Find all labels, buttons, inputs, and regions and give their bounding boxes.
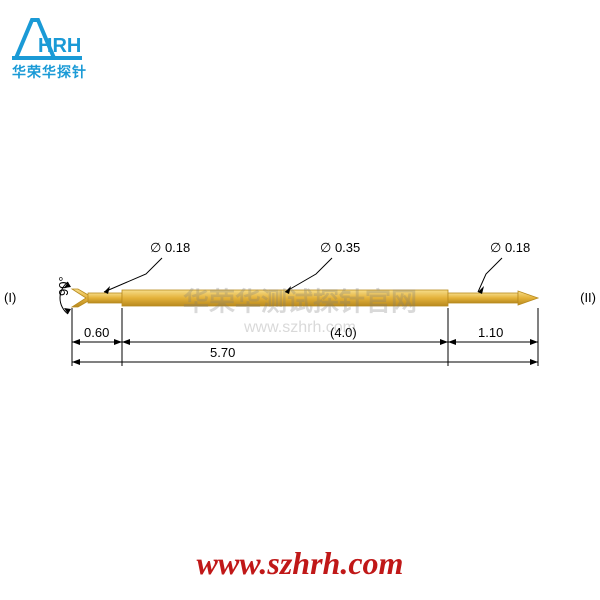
len-tip: 1.10 (478, 325, 503, 340)
len-head: 0.60 (84, 325, 109, 340)
len-total: 5.70 (210, 345, 235, 360)
watermark-url: www.szhrh.com (244, 319, 356, 337)
site-url: www.szhrh.com (0, 545, 600, 582)
watermark-text: 华荣华测试探针官网 (183, 282, 417, 319)
dia-right: ∅ 0.18 (490, 240, 530, 256)
dia-left: ∅ 0.18 (150, 240, 190, 256)
angle-label: 90° (56, 276, 71, 296)
dia-middle: ∅ 0.35 (320, 240, 360, 256)
